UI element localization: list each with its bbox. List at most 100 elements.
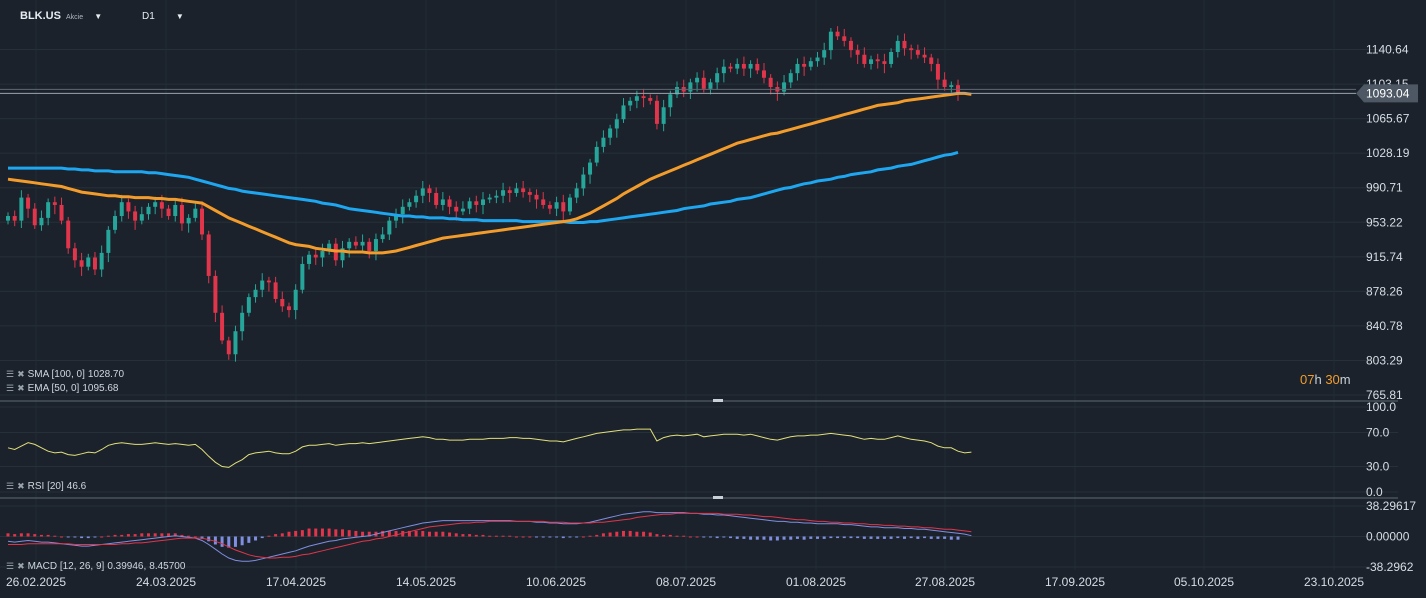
macd-histogram-bar bbox=[153, 533, 157, 537]
macd-histogram-bar bbox=[735, 536, 739, 539]
close-icon[interactable]: ✖ bbox=[17, 383, 25, 393]
candle-body bbox=[367, 241, 372, 252]
macd-histogram-bar bbox=[73, 536, 77, 538]
macd-histogram-bar bbox=[662, 534, 666, 537]
candle-body bbox=[146, 206, 151, 215]
price-tick-label: 878.26 bbox=[1366, 284, 1403, 298]
macd-histogram-bar bbox=[655, 534, 659, 537]
candle-body bbox=[895, 40, 900, 52]
candle-body bbox=[822, 50, 827, 58]
macd-histogram-bar bbox=[535, 536, 539, 538]
macd-histogram-bar bbox=[314, 528, 318, 537]
macd-histogram-bar bbox=[876, 536, 880, 539]
candle-body bbox=[220, 312, 225, 341]
macd-histogram-bar bbox=[13, 534, 17, 537]
time-tick-label: 01.08.2025 bbox=[786, 575, 846, 589]
macd-histogram-bar bbox=[595, 534, 599, 537]
candle-body bbox=[266, 280, 271, 283]
menu-icon[interactable]: ☰ bbox=[6, 383, 15, 393]
macd-histogram-bar bbox=[949, 536, 953, 540]
candle-body bbox=[447, 199, 452, 207]
timeframe-label: D1 bbox=[142, 11, 155, 22]
macd-histogram-bar bbox=[361, 531, 365, 537]
timeframe-selector[interactable]: D1 ▼ bbox=[142, 10, 184, 22]
candle-body bbox=[293, 289, 298, 311]
time-tick-label: 17.09.2025 bbox=[1045, 575, 1105, 589]
candle-body bbox=[862, 54, 867, 64]
candle-body bbox=[614, 119, 619, 129]
candle-body bbox=[735, 63, 740, 69]
candle-body bbox=[373, 239, 378, 252]
candle-body bbox=[46, 202, 51, 218]
price-tick-label: 765.81 bbox=[1366, 388, 1403, 402]
candle-body bbox=[286, 306, 291, 311]
candle-body bbox=[193, 208, 198, 218]
candle-body bbox=[661, 107, 666, 124]
candle-body bbox=[414, 195, 419, 203]
macd-histogram-bar bbox=[568, 536, 572, 538]
macd-histogram-bar bbox=[19, 533, 23, 537]
sma-legend[interactable]: ☰ ✖ SMA [100, 0] 1028.70 bbox=[6, 369, 124, 380]
macd-histogram-bar bbox=[889, 536, 893, 539]
candle-body bbox=[909, 48, 914, 51]
chevron-down-icon: ▼ bbox=[94, 12, 103, 21]
sma-label: SMA [100, 0] bbox=[27, 369, 85, 380]
close-icon[interactable]: ✖ bbox=[17, 561, 25, 571]
candle-body bbox=[66, 220, 71, 249]
candle-body bbox=[648, 98, 653, 101]
candle-body bbox=[454, 206, 459, 212]
macd-histogram-bar bbox=[729, 536, 733, 539]
sma-line bbox=[8, 150, 959, 224]
macd-histogram-bar bbox=[869, 536, 873, 539]
macd-histogram-bar bbox=[601, 533, 605, 537]
menu-icon[interactable]: ☰ bbox=[6, 561, 15, 571]
candle-body bbox=[715, 73, 720, 83]
macd-histogram-bar bbox=[347, 530, 351, 537]
candle-body bbox=[133, 211, 138, 221]
macd-histogram-bar bbox=[695, 536, 699, 538]
rsi-pane bbox=[7, 428, 972, 468]
candle-body bbox=[608, 128, 613, 138]
macd-histogram-bar bbox=[240, 536, 244, 546]
macd-histogram-bar bbox=[287, 531, 291, 537]
rsi-axis: 100.0 70.0 30.0 0.0 bbox=[1366, 400, 1396, 499]
candle-body bbox=[52, 202, 57, 205]
candle-body bbox=[869, 59, 874, 64]
current-price-label: 1093.04 bbox=[1366, 86, 1410, 100]
macd-histogram-bar bbox=[187, 535, 191, 537]
close-icon[interactable]: ✖ bbox=[17, 481, 25, 491]
candle-body bbox=[99, 252, 104, 270]
macd-histogram-bar bbox=[354, 530, 358, 537]
candle-body bbox=[815, 57, 820, 62]
macd-histogram-bar bbox=[742, 536, 746, 539]
macd-histogram-bar bbox=[648, 532, 652, 537]
signal-line bbox=[8, 512, 972, 559]
rsi-legend[interactable]: ☰ ✖ RSI [20] 46.6 bbox=[6, 481, 86, 492]
candle-body bbox=[728, 66, 733, 69]
macd-histogram-bar bbox=[588, 535, 592, 537]
macd-histogram-bar bbox=[514, 536, 518, 538]
menu-icon[interactable]: ☰ bbox=[6, 369, 15, 379]
candle-body bbox=[514, 188, 519, 193]
macd-histogram-bar bbox=[454, 533, 458, 537]
candle-body bbox=[601, 137, 606, 147]
macd-legend[interactable]: ☰ ✖ MACD [12, 26, 9] 0.39946, 8.45700 bbox=[6, 561, 185, 572]
macd-histogram-bar bbox=[769, 536, 773, 541]
menu-icon[interactable]: ☰ bbox=[6, 481, 15, 491]
macd-histogram-bar bbox=[448, 532, 452, 537]
macd-histogram-bar bbox=[126, 534, 130, 537]
ema-legend[interactable]: ☰ ✖ EMA [50, 0] 1095.68 bbox=[6, 383, 118, 394]
macd-histogram-bar bbox=[260, 536, 264, 539]
symbol-selector[interactable]: BLK.US Akcie ▼ bbox=[20, 10, 102, 22]
pane-separators bbox=[0, 399, 1398, 499]
close-icon[interactable]: ✖ bbox=[17, 369, 25, 379]
candle-body bbox=[139, 214, 144, 221]
candle-body bbox=[387, 220, 392, 235]
candle-body bbox=[755, 63, 760, 71]
macd-label: MACD [12, 26, 9] bbox=[27, 561, 105, 572]
candle-body bbox=[92, 257, 97, 270]
macd-histogram-bar bbox=[421, 530, 425, 537]
price-tick-label: 1065.67 bbox=[1366, 112, 1410, 126]
moving-averages bbox=[7, 91, 972, 255]
